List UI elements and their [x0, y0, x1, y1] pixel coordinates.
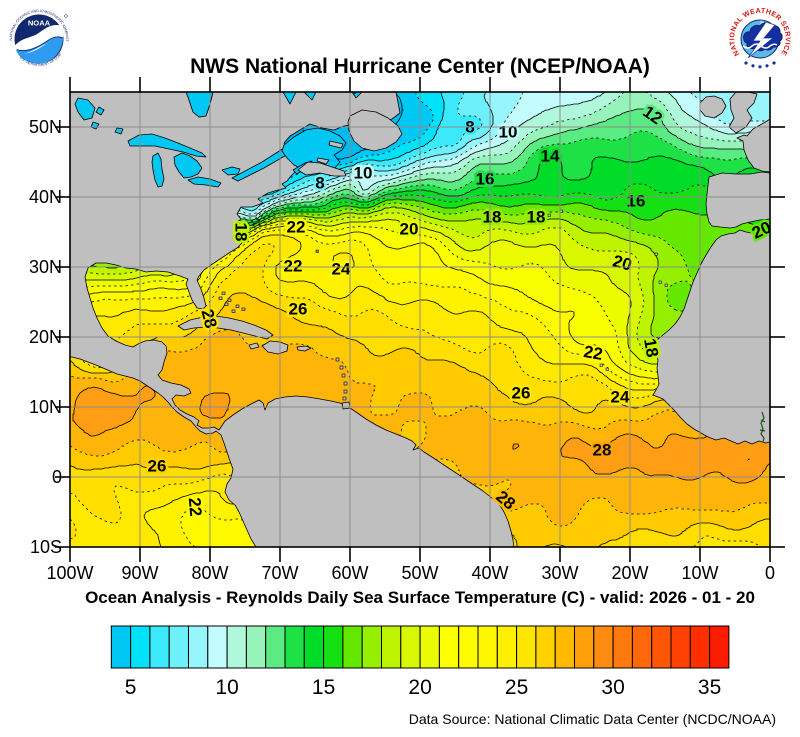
- svg-text:16: 16: [627, 191, 646, 210]
- svg-text:26: 26: [148, 456, 167, 475]
- svg-text:10W: 10W: [681, 563, 718, 583]
- svg-text:22: 22: [287, 217, 306, 236]
- svg-text:10: 10: [499, 122, 518, 141]
- svg-text:26: 26: [512, 383, 531, 402]
- svg-text:NWS National Hurricane Center: NWS National Hurricane Center (NCEP/NOAA…: [190, 55, 650, 78]
- svg-text:22: 22: [185, 497, 206, 518]
- svg-text:80W: 80W: [191, 563, 228, 583]
- svg-text:24: 24: [332, 259, 351, 278]
- svg-text:25: 25: [505, 676, 528, 699]
- svg-text:90W: 90W: [121, 563, 158, 583]
- svg-text:0: 0: [765, 563, 775, 583]
- svg-text:70W: 70W: [261, 563, 298, 583]
- svg-text:18: 18: [527, 207, 546, 226]
- svg-text:10N: 10N: [29, 397, 62, 417]
- svg-text:20W: 20W: [611, 563, 648, 583]
- svg-text:14: 14: [541, 146, 560, 165]
- svg-text:22: 22: [284, 256, 303, 275]
- svg-text:24: 24: [611, 387, 630, 406]
- svg-text:Data Source: National Climatic: Data Source: National Climatic Data Cent…: [409, 711, 776, 727]
- svg-text:100W: 100W: [46, 563, 93, 583]
- svg-text:20: 20: [408, 676, 431, 699]
- svg-text:50N: 50N: [29, 117, 62, 137]
- svg-text:50W: 50W: [401, 563, 438, 583]
- svg-text:NOAA: NOAA: [28, 19, 51, 28]
- svg-text:10: 10: [354, 163, 373, 182]
- svg-text:18: 18: [483, 207, 502, 226]
- svg-text:30N: 30N: [29, 257, 62, 277]
- svg-text:Ocean Analysis - Reynolds Dail: Ocean Analysis - Reynolds Daily Sea Surf…: [85, 588, 755, 607]
- svg-text:20: 20: [400, 219, 419, 238]
- svg-text:5: 5: [125, 676, 137, 699]
- svg-text:18: 18: [232, 223, 251, 242]
- svg-text:16: 16: [476, 169, 495, 188]
- svg-text:22: 22: [582, 342, 604, 364]
- svg-text:20N: 20N: [29, 327, 62, 347]
- svg-text:40N: 40N: [29, 187, 62, 207]
- svg-text:40W: 40W: [471, 563, 508, 583]
- svg-text:60W: 60W: [331, 563, 368, 583]
- svg-text:30: 30: [601, 676, 624, 699]
- svg-text:8: 8: [315, 173, 324, 192]
- svg-text:15: 15: [312, 676, 335, 699]
- svg-text:26: 26: [289, 299, 308, 318]
- svg-text:30W: 30W: [541, 563, 578, 583]
- svg-text:28: 28: [593, 440, 612, 459]
- svg-text:10S: 10S: [30, 537, 62, 557]
- svg-text:0: 0: [52, 467, 62, 487]
- svg-text:10: 10: [215, 676, 238, 699]
- svg-text:35: 35: [698, 676, 721, 699]
- svg-text:18: 18: [640, 337, 662, 359]
